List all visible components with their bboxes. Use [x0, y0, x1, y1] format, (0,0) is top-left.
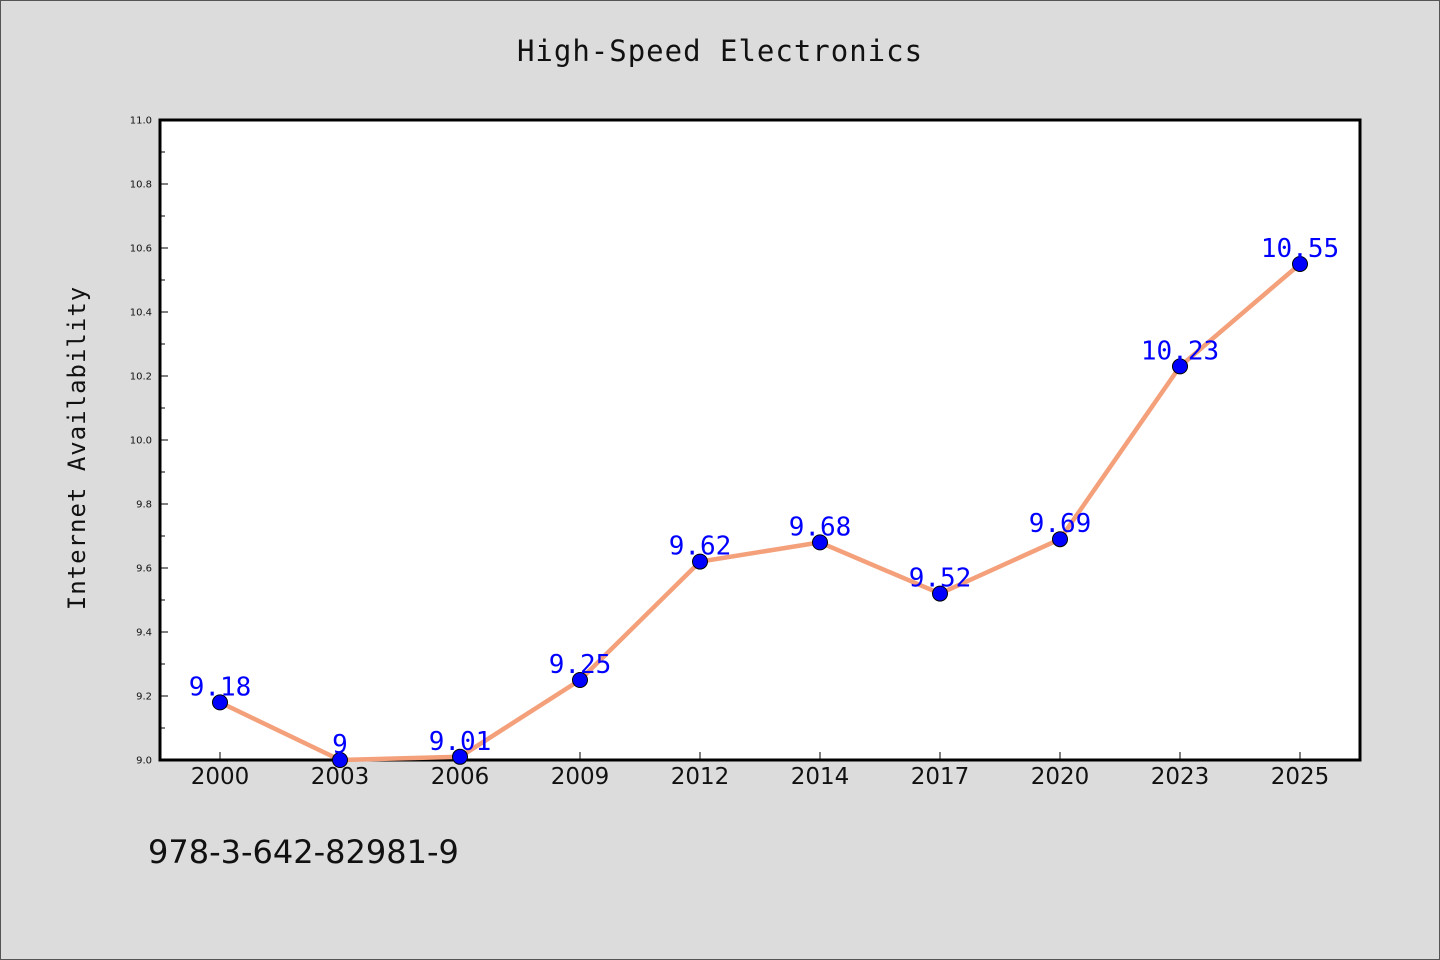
data-point: [212, 694, 228, 711]
data-label: 9.68: [789, 512, 852, 542]
series-group: [212, 256, 1308, 768]
y-axis-title: Internet Availability: [63, 286, 91, 610]
y-tick-label: 9.8: [136, 500, 152, 511]
data-label: 10.55: [1261, 234, 1339, 264]
data-point: [932, 585, 948, 602]
y-tick-label: 9.6: [136, 564, 152, 575]
y-tick-label: 9.4: [136, 628, 152, 639]
data-point: [1172, 358, 1188, 375]
x-tick-label: 2023: [1151, 764, 1210, 790]
y-tick-label: 10.6: [130, 244, 152, 255]
x-tick-label: 2009: [551, 764, 610, 790]
x-tick-label: 2003: [311, 764, 370, 790]
data-point: [332, 752, 348, 768]
data-label: 9.18: [189, 672, 252, 702]
data-point: [1052, 531, 1068, 548]
data-point: [812, 534, 828, 551]
data-label: 10.23: [1141, 336, 1219, 366]
data-label: 9.01: [429, 727, 492, 757]
y-tick-label: 9.0: [136, 756, 152, 767]
x-tick-label: 2006: [431, 764, 490, 790]
x-tick-label: 2012: [671, 764, 730, 790]
series-line: [217, 261, 1303, 763]
x-tick-label: 2017: [911, 764, 970, 790]
data-label: 9: [332, 730, 348, 760]
data-point: [692, 553, 708, 570]
y-axis-ticks: 9.0 9.2 9.4 9.6 9.8 10.0 10.2 10.4 10.6 10.8 11.0: [130, 116, 168, 767]
y-tick-label: 10.8: [130, 180, 152, 191]
data-point: [572, 672, 588, 688]
data-label: 9.62: [669, 532, 732, 562]
y-tick-label: 10.0: [130, 436, 152, 447]
data-point: [452, 748, 468, 765]
data-label: 9.52: [909, 564, 972, 594]
data-label: 9.69: [1029, 509, 1092, 539]
y-tick-label: 11.0: [130, 116, 152, 127]
data-label: 9.25: [549, 650, 612, 680]
y-tick-label: 10.2: [130, 372, 152, 383]
footer-code: 978-3-642-82981-9: [148, 833, 459, 871]
plot-area: [158, 118, 1362, 762]
x-axis-ticks: 2000 2003 2006 2009 2012 2014 2017 2020 2023 2025: [191, 752, 1330, 790]
x-tick-label: 2020: [1031, 764, 1090, 790]
y-tick-label: 10.4: [130, 308, 152, 319]
data-point: [1292, 256, 1308, 272]
chart-title: High-Speed Electronics: [516, 34, 924, 68]
x-tick-label: 2000: [191, 764, 250, 790]
x-tick-label: 2025: [1271, 764, 1330, 790]
data-labels: 9.18 9 9.01 9.25 9.62 9.68 9.52 9.69 10.23 10.55: [189, 234, 1339, 760]
x-tick-label: 2014: [791, 764, 850, 790]
y-tick-label: 9.2: [136, 692, 152, 703]
